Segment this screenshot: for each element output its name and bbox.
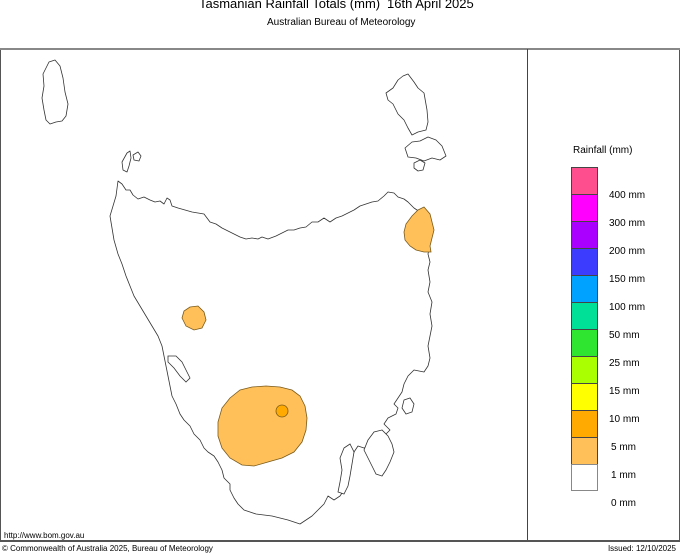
legend-divider — [527, 49, 528, 540]
legend-label: 300 mm — [609, 218, 646, 229]
legend-swatch-5 — [571, 410, 598, 437]
legend-label: 10 mm — [609, 414, 640, 425]
bom-url-link[interactable]: http://www.bom.gov.au — [4, 531, 85, 540]
legend-label: 150 mm — [609, 274, 646, 285]
legend-label: 200 mm — [609, 246, 646, 257]
bruny-island — [337, 443, 355, 495]
legend-swatch-50 — [571, 302, 598, 329]
cape-barren-island — [404, 136, 447, 162]
rain-area-west-central — [181, 305, 207, 331]
hunter-island — [121, 150, 132, 173]
legend-swatch-300 — [571, 194, 598, 221]
three-hummock-island — [132, 151, 142, 162]
legend-swatch-1 — [571, 437, 598, 464]
legend-label: 400 mm — [609, 190, 646, 201]
clarke-island — [413, 159, 426, 172]
legend-label: 100 mm — [609, 302, 646, 313]
title-text: Tasmanian Rainfall Totals (mm) — [199, 0, 381, 11]
legend-swatch-100 — [571, 275, 598, 302]
legend-label: 1 mm — [611, 470, 636, 481]
legend-swatch-200 — [571, 221, 598, 248]
legend-swatch-400 — [571, 167, 598, 194]
map-title: Tasmanian Rainfall Totals (mm) 16th Apri… — [0, 0, 680, 12]
tasmania-map — [41, 59, 447, 525]
frame-top-border — [0, 48, 680, 50]
copyright-text: © Commonwealth of Australia 2025, Bureau… — [2, 544, 213, 553]
legend-color-bar — [571, 167, 598, 491]
legend-label: 25 mm — [609, 358, 640, 369]
maria-island — [401, 397, 415, 415]
legend-label: 0 mm — [611, 498, 636, 509]
legend-swatch-25 — [571, 329, 598, 356]
king-island — [41, 59, 69, 125]
legend-label: 50 mm — [609, 330, 640, 341]
tasmania-mainland — [109, 180, 433, 525]
footer-divider — [0, 540, 680, 541]
issued-date: Issued: 12/10/2025 — [607, 544, 676, 553]
flinders-island — [385, 73, 429, 136]
legend-swatch-10 — [571, 383, 598, 410]
tasman-peninsula — [363, 429, 395, 477]
legend-title: Rainfall (mm) — [573, 145, 633, 156]
rain-area-south-west-core — [275, 404, 289, 418]
date-text: 16th April 2025 — [387, 0, 474, 11]
macquarie-harbour — [167, 355, 191, 383]
rain-area-north-east — [403, 206, 435, 253]
subtitle: Australian Bureau of Meteorology — [267, 17, 416, 28]
legend-swatch-150 — [571, 248, 598, 275]
legend-label: 15 mm — [609, 386, 640, 397]
legend-label: 5 mm — [611, 442, 636, 453]
legend-swatch-15 — [571, 356, 598, 383]
legend-swatch-0 — [571, 464, 598, 491]
